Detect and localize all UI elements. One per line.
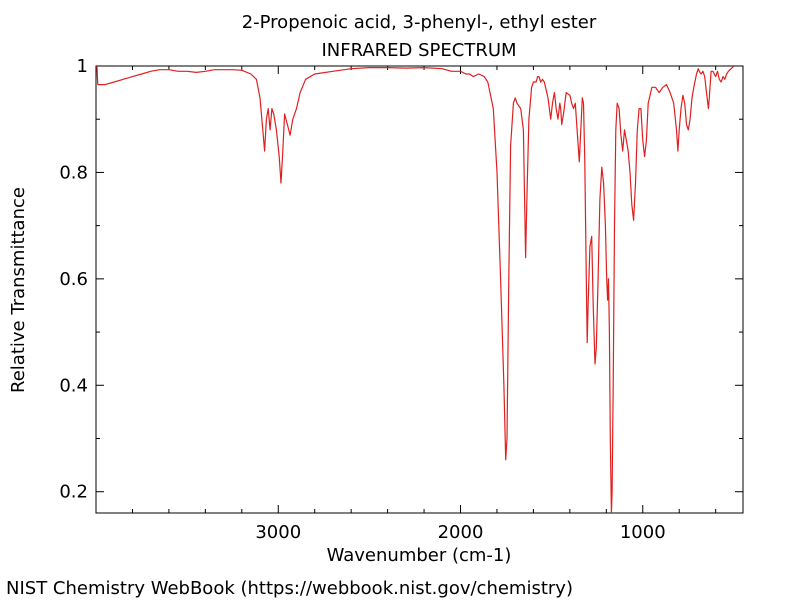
x-axis-label: Wavenumber (cm-1): [327, 545, 512, 566]
y-tick-labels: 1 0.8 0.6 0.4 0.2: [59, 56, 88, 503]
y-tick-label: 0.6: [59, 269, 88, 290]
y-tick-label: 0.4: [59, 375, 88, 396]
axis-ticks: [96, 65, 743, 513]
x-tick-label: 3000: [255, 522, 301, 543]
y-tick-label: 1: [77, 56, 88, 77]
plot-frame: [95, 65, 744, 514]
y-tick-label: 0.8: [59, 162, 88, 183]
x-tick-labels: 3000 2000 1000: [255, 522, 665, 543]
x-tick-label: 1000: [620, 522, 666, 543]
chart-subtitle: INFRARED SPECTRUM: [321, 40, 516, 61]
source-footer: NIST Chemistry WebBook (https://webbook.…: [6, 578, 573, 599]
spectrum-line: [96, 66, 735, 513]
y-tick-label: 0.2: [59, 482, 88, 503]
y-axis-label: Relative Transmittance: [8, 187, 29, 393]
x-tick-label: 2000: [438, 522, 484, 543]
chart-title: 2-Propenoic acid, 3-phenyl-, ethyl ester: [242, 12, 597, 33]
